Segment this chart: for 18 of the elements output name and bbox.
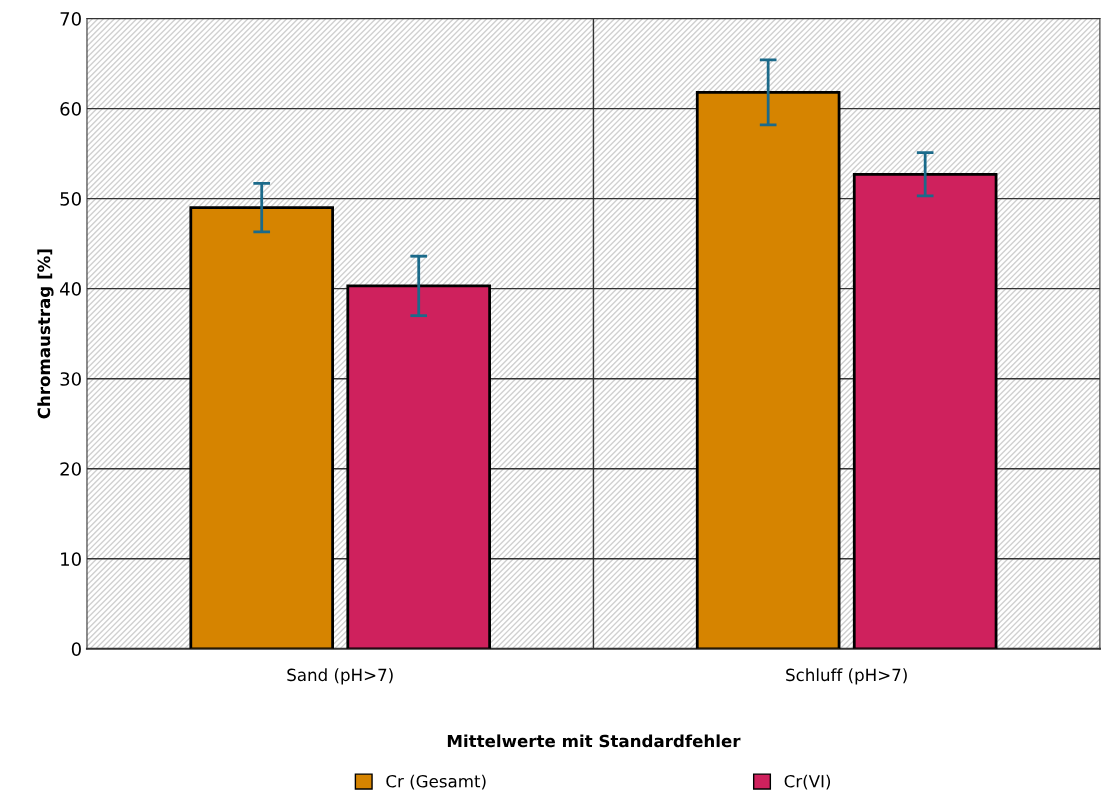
y-tick-label: 70 (60, 12, 81, 26)
y-tick-label: 30 (60, 372, 81, 386)
y-tick-label: 40 (60, 282, 81, 296)
y-tick-label: 10 (61, 552, 81, 566)
bar (852, 172, 998, 649)
y-tick-label: 60 (60, 102, 81, 116)
legend-label: Cr(VI) (784, 774, 831, 790)
bar (189, 206, 334, 649)
y-axis-title: Chromaustrag [%] (37, 249, 54, 419)
legend-label: Cr (Gesamt) (386, 774, 486, 790)
bar (346, 284, 491, 649)
x-tick-label: Schluff (pH>7) (786, 668, 907, 685)
y-tick-label: 0 (71, 642, 81, 656)
x-axis-title: Mittelwerte mit Standardfehler (447, 734, 741, 748)
y-tick-label: 20 (60, 462, 81, 476)
x-tick-label: Sand (pH>7) (287, 668, 393, 685)
y-tick-label: 50 (60, 192, 81, 206)
bar (695, 90, 841, 649)
